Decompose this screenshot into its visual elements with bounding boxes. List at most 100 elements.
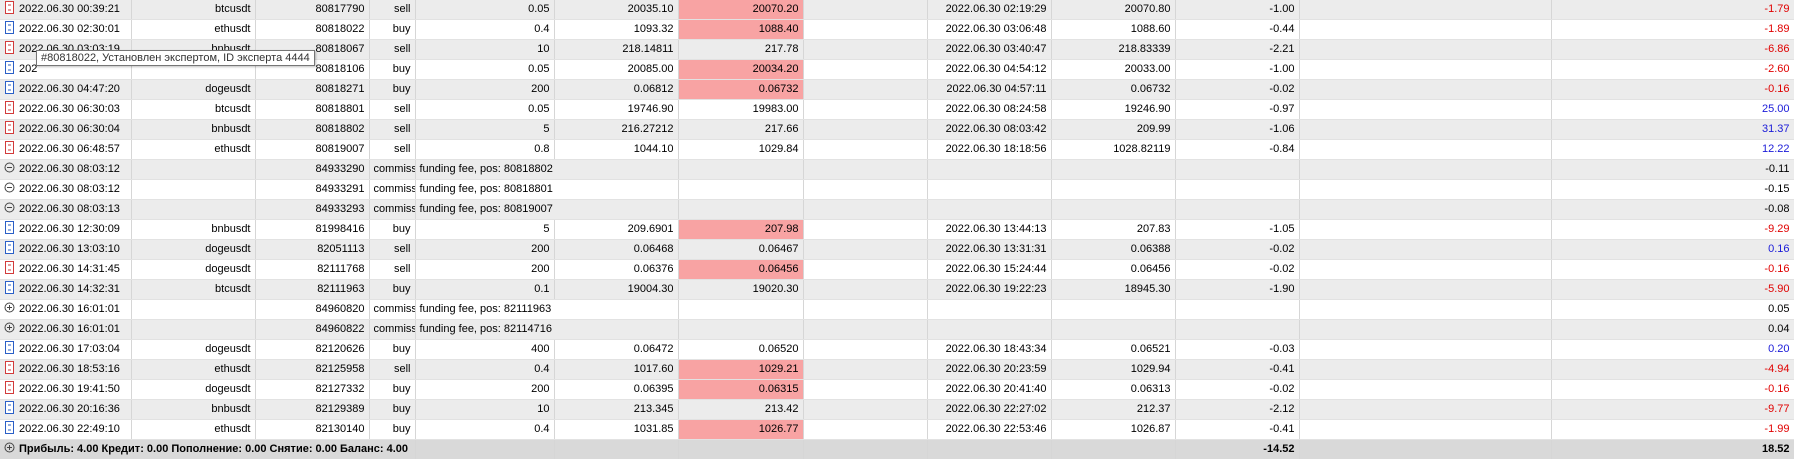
symbol-cell: bnbusdt bbox=[131, 399, 256, 420]
table-row[interactable]: 2022.06.30 20:16:36 bnbusdt 82129389 buy 10 2… bbox=[0, 399, 1794, 420]
commission-cell: -0.03 bbox=[1175, 339, 1300, 360]
close-time-cell: 2022.06.30 13:31:31 bbox=[927, 239, 1052, 260]
table-row[interactable]: 2022.06.30 02:30:01 ethusdt 80818022 buy 0.4… bbox=[0, 19, 1794, 40]
commission-cell: -1.00 bbox=[1175, 0, 1300, 20]
table-row[interactable]: 2022.06.30 03:03:19 bnbusdt 80818067 sell 10… bbox=[0, 39, 1794, 60]
time-text: 2022.06.30 13:03:10 bbox=[19, 243, 120, 255]
ticket-cell: 80819007 bbox=[255, 139, 370, 160]
swap-cell bbox=[1299, 79, 1552, 100]
ticket-cell: 80818801 bbox=[255, 99, 370, 120]
sell-order-icon bbox=[4, 361, 15, 374]
table-row[interactable]: 2022.06.30 14:32:31 btcusdt 82111963 buy 0.1… bbox=[0, 279, 1794, 300]
time-text: 2022.06.30 02:30:01 bbox=[19, 23, 120, 35]
type-cell: commission bbox=[369, 199, 416, 220]
tp-cell bbox=[803, 359, 928, 380]
time-text: 2022.06.30 06:48:57 bbox=[19, 143, 120, 155]
comment-cell: funding fee, pos: 80818801 bbox=[415, 179, 679, 200]
close-price-cell: 20070.80 bbox=[1051, 0, 1176, 20]
ticket-cell: 84960822 bbox=[255, 319, 370, 340]
volume-cell: 0.05 bbox=[415, 0, 555, 20]
time-cell: 2022.06.30 04:47:20 bbox=[0, 79, 132, 100]
time-cell: 2022.06.30 16:01:01 bbox=[0, 319, 132, 340]
tp-cell bbox=[803, 339, 928, 360]
tp-cell bbox=[803, 19, 928, 40]
swap-cell bbox=[1299, 19, 1552, 40]
table-row[interactable]: 2022.06.30 06:30:03 btcusdt 80818801 sell 0.… bbox=[0, 99, 1794, 120]
time-text: 2022.06.30 12:30:09 bbox=[19, 223, 120, 235]
volume-cell: 0.8 bbox=[415, 139, 555, 160]
symbol-cell: ethusdt bbox=[131, 359, 256, 380]
sl-cell: 1029.21 bbox=[678, 359, 804, 380]
close-time-cell: 2022.06.30 03:06:48 bbox=[927, 19, 1052, 40]
table-row[interactable]: 2022.06.30 08:03:12 84933291commissionfun… bbox=[0, 179, 1794, 200]
profit-cell: 12.22 bbox=[1551, 139, 1794, 160]
price-cell: 1017.60 bbox=[554, 359, 679, 380]
table-row[interactable]: 2022.06.30 13:03:10 dogeusdt 82051113 sell 2… bbox=[0, 239, 1794, 260]
table-row[interactable]: 2022.06.30 17:03:04 dogeusdt 82120626 buy 40… bbox=[0, 339, 1794, 360]
table-row[interactable]: 2022.06.30 08:03:12 84933290commissionfun… bbox=[0, 159, 1794, 180]
commission-cell: -1.05 bbox=[1175, 219, 1300, 240]
close-time-cell: 2022.06.30 22:53:46 bbox=[927, 419, 1052, 440]
symbol-cell: btcusdt bbox=[131, 0, 256, 20]
table-row[interactable]: 2022.06.30 12:30:09 bnbusdt 81998416 buy 5 20… bbox=[0, 219, 1794, 240]
symbol-cell: ethusdt bbox=[131, 19, 256, 40]
close-price-cell: 19246.90 bbox=[1051, 99, 1176, 120]
time-cell: 2022.06.30 22:49:10 bbox=[0, 419, 132, 440]
close-price-cell: 0.06732 bbox=[1051, 79, 1176, 100]
table-row[interactable]: 2022.06.30 19:41:50 dogeusdt 82127332 buy 20… bbox=[0, 379, 1794, 400]
table-row[interactable]: 2022.06.30 06:30:04 bnbusdt 80818802 sell 5 2… bbox=[0, 119, 1794, 140]
sl-cell: 217.66 bbox=[678, 119, 804, 140]
ticket-cell: 84933291 bbox=[255, 179, 370, 200]
tp-cell bbox=[803, 119, 928, 140]
time-cell: 2022.06.30 12:30:09 bbox=[0, 219, 132, 240]
table-row[interactable]: 2022.06.30 16:01:01 84960820commissionfun… bbox=[0, 299, 1794, 320]
minus-circle-icon bbox=[4, 201, 15, 214]
commission-cell: -1.06 bbox=[1175, 119, 1300, 140]
close-time-cell: 2022.06.30 18:18:56 bbox=[927, 139, 1052, 160]
time-text: 2022.06.30 06:30:03 bbox=[19, 103, 120, 115]
price-cell: 1093.32 bbox=[554, 19, 679, 40]
volume-cell: 200 bbox=[415, 259, 555, 280]
price-cell: 19746.90 bbox=[554, 99, 679, 120]
buy-order-icon bbox=[4, 81, 15, 94]
table-row[interactable]: 2022.06.30 14:31:45 dogeusdt 82111768 sell 2… bbox=[0, 259, 1794, 280]
sl-cell: 19983.00 bbox=[678, 99, 804, 120]
time-text: 2022.06.30 17:03:04 bbox=[19, 343, 120, 355]
table-row[interactable]: 2022.06.30 16:01:01 84960822commissionfun… bbox=[0, 319, 1794, 340]
table-row[interactable]: 202 80818106 buy 0.05 20085.00 20034.20 2022.0… bbox=[0, 59, 1794, 80]
sl-cell: 20070.20 bbox=[678, 0, 804, 20]
time-text: 2022.06.30 18:53:16 bbox=[19, 363, 120, 375]
close-price-cell: 207.83 bbox=[1051, 219, 1176, 240]
profit-cell: -6.86 bbox=[1551, 39, 1794, 60]
close-price-cell: 20033.00 bbox=[1051, 59, 1176, 80]
volume-cell: 200 bbox=[415, 379, 555, 400]
commission-cell: -2.21 bbox=[1175, 39, 1300, 60]
comment-cell: funding fee, pos: 82111963 bbox=[415, 299, 679, 320]
table-row[interactable]: 2022.06.30 06:48:57 ethusdt 80819007 sell 0.… bbox=[0, 139, 1794, 160]
sl-cell: 0.06315 bbox=[678, 379, 804, 400]
profit-cell: -5.90 bbox=[1551, 279, 1794, 300]
buy-order-icon bbox=[4, 401, 15, 414]
commission-cell: -0.02 bbox=[1175, 79, 1300, 100]
table-row[interactable]: 2022.06.30 08:03:13 84933293commissionfun… bbox=[0, 199, 1794, 220]
ticket-cell: 80818802 bbox=[255, 119, 370, 140]
time-text: 2022.06.30 16:01:01 bbox=[19, 323, 120, 335]
volume-cell: 200 bbox=[415, 239, 555, 260]
commission-cell: -0.84 bbox=[1175, 139, 1300, 160]
table-row[interactable]: 2022.06.30 00:39:21 btcusdt 80817790 sell 0.… bbox=[0, 0, 1794, 20]
volume-cell: 0.4 bbox=[415, 359, 555, 380]
sell-order-icon bbox=[4, 141, 15, 154]
sell-order-icon bbox=[4, 41, 15, 54]
time-cell: 2022.06.30 06:48:57 bbox=[0, 139, 132, 160]
price-cell: 1044.10 bbox=[554, 139, 679, 160]
type-cell: buy bbox=[369, 419, 416, 440]
sl-cell: 0.06467 bbox=[678, 239, 804, 260]
table-row[interactable]: 2022.06.30 18:53:16 ethusdt 82125958 sell 0.… bbox=[0, 359, 1794, 380]
table-row[interactable]: 2022.06.30 22:49:10 ethusdt 82130140 buy 0.4… bbox=[0, 419, 1794, 440]
close-time-cell: 2022.06.30 19:22:23 bbox=[927, 279, 1052, 300]
profit-cell: -0.16 bbox=[1551, 259, 1794, 280]
sl-cell: 213.42 bbox=[678, 399, 804, 420]
symbol-cell: bnbusdt bbox=[131, 119, 256, 140]
close-price-cell: 212.37 bbox=[1051, 399, 1176, 420]
table-row[interactable]: 2022.06.30 04:47:20 dogeusdt 80818271 buy 20… bbox=[0, 79, 1794, 100]
